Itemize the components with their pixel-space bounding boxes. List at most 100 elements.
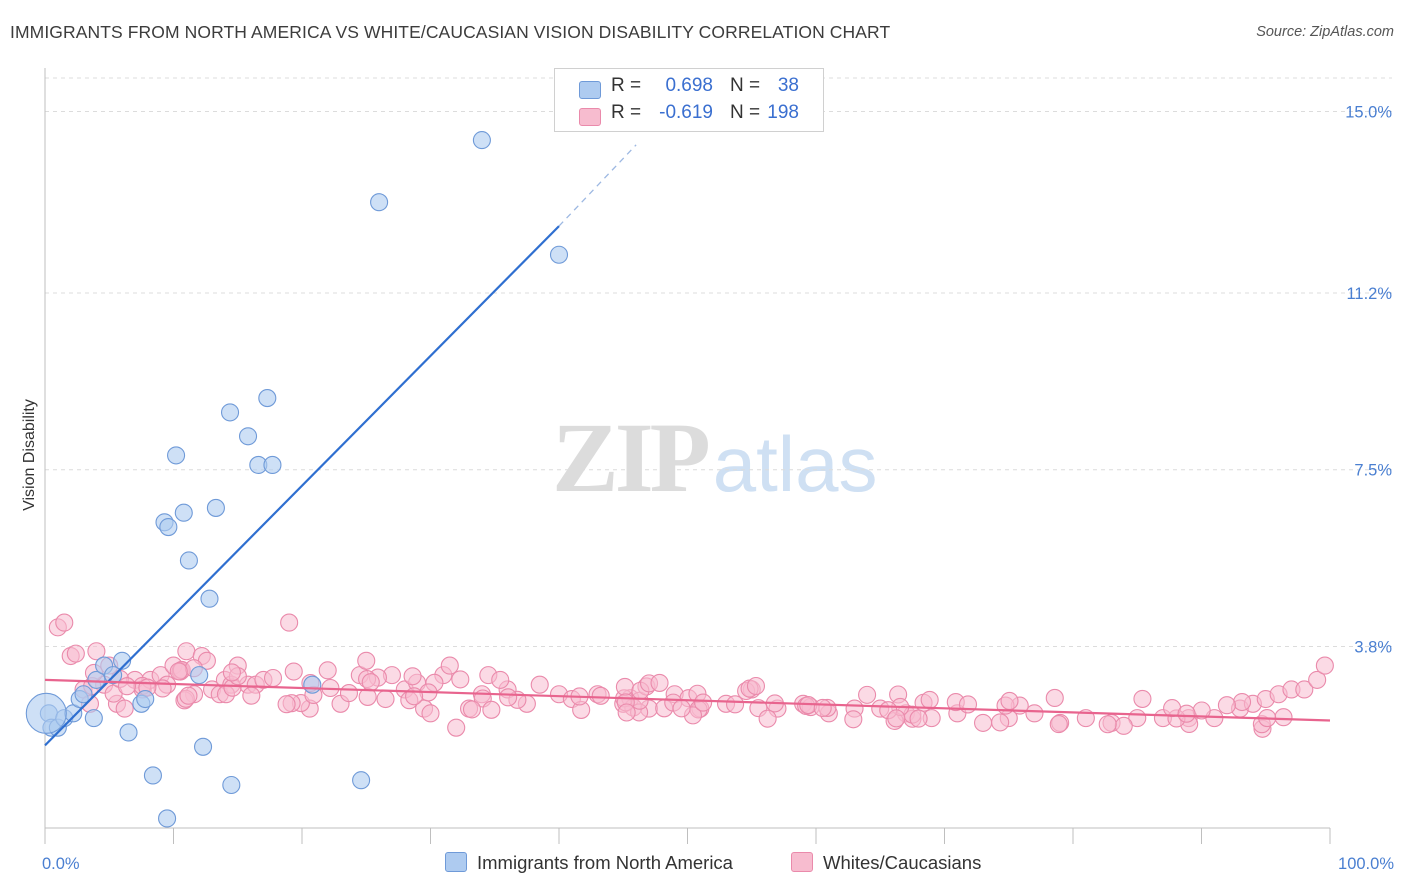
whites-caucasians-point [1295, 680, 1314, 699]
chart-title: IMMIGRANTS FROM NORTH AMERICA VS WHITE/C… [10, 22, 891, 42]
whites-caucasians-point [650, 673, 669, 692]
source-credit: Source: ZipAtlas.com [1256, 24, 1394, 40]
immigrants-point [206, 498, 225, 517]
whites-caucasians-point [447, 718, 466, 737]
whites-caucasians-point [361, 673, 380, 692]
whites-caucasians-point [991, 713, 1010, 732]
whites-caucasians-point [318, 661, 337, 680]
immigrants-point [370, 193, 389, 212]
immigrants-point [74, 685, 93, 704]
watermark-zip-text: ZIP [552, 402, 711, 513]
whites-caucasians-point [1114, 716, 1133, 735]
immigrants-point [263, 455, 282, 474]
whites-caucasians-point [179, 686, 198, 705]
legend-r-label: R = [611, 75, 642, 96]
immigrants-trendline [44, 225, 560, 747]
immigrants-point [84, 709, 103, 728]
y-tick-label: 3.8% [1354, 638, 1392, 656]
y-tick-label: 11.2% [1346, 285, 1392, 303]
immigrants-point [159, 517, 178, 537]
immigrants-point [87, 670, 106, 689]
whites-caucasians-point [1274, 708, 1293, 727]
legend-n-label: N = [730, 102, 761, 123]
whites-caucasians-point [615, 677, 634, 696]
whites-caucasians-point [117, 677, 136, 696]
axes [44, 68, 1331, 844]
immigrants-point [200, 589, 219, 608]
whites-caucasians-point [1133, 689, 1152, 708]
whites-caucasians-point [451, 670, 470, 689]
trendlines [44, 144, 1331, 747]
whites-caucasians-point [284, 662, 303, 681]
whites-caucasians-point [115, 699, 134, 718]
immigrants-point [222, 775, 241, 795]
immigrants-point [220, 403, 240, 422]
legend-swatch-pink [791, 852, 813, 872]
legend-r-value: 0.698 [665, 75, 713, 96]
y-tick-label: 15.0% [1345, 103, 1392, 121]
whites-caucasians-point [1000, 691, 1019, 710]
whites-caucasians-point [813, 698, 832, 718]
immigrants-point [119, 723, 138, 742]
x-tick-label: 100.0% [1338, 855, 1394, 873]
immigrants-point [238, 427, 258, 446]
legend-swatch-blue [445, 852, 467, 872]
legend-label-immigrants: Immigrants from North America [477, 852, 733, 873]
whites-caucasians-point [491, 670, 510, 689]
whites-caucasians-point [746, 676, 766, 696]
legend-swatch-pink [579, 108, 601, 126]
immigrants-point [352, 771, 371, 790]
whites-caucasians-point [1098, 715, 1117, 734]
immigrants-point [549, 245, 569, 264]
y-axis-label: Vision Disability [21, 399, 38, 511]
whites-caucasians-points [48, 613, 1334, 738]
immigrants-trendline-extension [558, 144, 637, 227]
whites-caucasians-point [1315, 656, 1334, 675]
whites-caucasians-point [887, 709, 906, 728]
legend-n-label: N = [730, 75, 761, 96]
whites-caucasians-trendline [44, 678, 1331, 722]
correlation-legend: R = 0.698 N = 38 R = -0.619 N = 198 [554, 68, 824, 132]
whites-caucasians-point [694, 693, 713, 712]
immigrants-point [303, 675, 322, 694]
whites-caucasians-point [858, 685, 877, 704]
whites-caucasians-point [958, 695, 978, 714]
whites-caucasians-point [222, 663, 241, 682]
immigrants-point [194, 737, 213, 756]
whites-caucasians-point [339, 684, 359, 703]
legend-label-whites: Whites/Caucasians [823, 852, 982, 873]
whites-caucasians-point [403, 667, 422, 686]
y-tick-label: 7.5% [1354, 462, 1392, 480]
whites-caucasians-point [462, 700, 482, 719]
legend-n-value: 38 [777, 75, 799, 96]
legend-n-value: 198 [767, 102, 799, 123]
immigrants-point [472, 131, 491, 150]
gridlines [45, 77, 1392, 647]
whites-caucasians-point [280, 613, 299, 632]
whites-caucasians-point [758, 709, 777, 728]
watermark-atlas-text: atlas [712, 420, 878, 508]
whites-caucasians-point [263, 668, 283, 688]
whites-caucasians-point [242, 686, 261, 705]
whites-caucasians-point [726, 695, 745, 714]
immigrants-point [25, 692, 67, 734]
immigrants-point [167, 446, 186, 465]
whites-caucasians-point [1232, 692, 1252, 712]
whites-caucasians-point [440, 656, 459, 675]
whites-caucasians-point [1049, 715, 1068, 734]
whites-caucasians-point [920, 690, 939, 709]
legend-item-immigrants: Immigrants from North America [445, 852, 733, 874]
whites-caucasians-point [844, 710, 863, 729]
immigrants-point [174, 503, 193, 522]
whites-caucasians-point [482, 700, 501, 719]
legend-r-value: -0.619 [659, 102, 713, 123]
legend-item-whites: Whites/Caucasians [791, 852, 981, 874]
whites-caucasians-point [421, 704, 440, 723]
whites-caucasians-point [357, 651, 376, 670]
legend-swatch-blue [579, 81, 601, 99]
whites-caucasians-point [1177, 704, 1196, 723]
x-tick-label: 0.0% [42, 855, 80, 873]
whites-caucasians-point [376, 689, 395, 709]
immigrants-point [113, 651, 132, 670]
